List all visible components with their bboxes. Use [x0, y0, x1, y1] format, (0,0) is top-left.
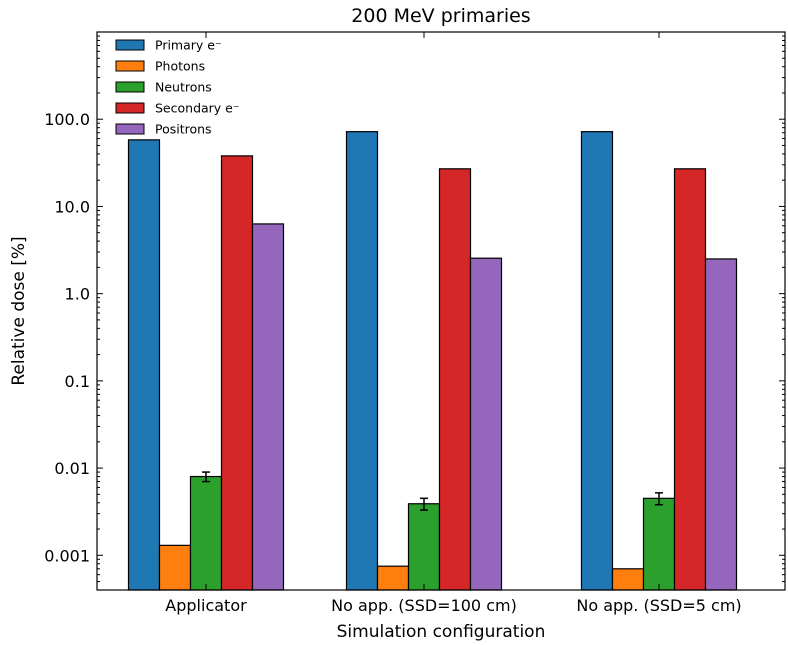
- y-tick-label: 10.0: [54, 197, 90, 216]
- bar-neutrons-3: [642, 497, 676, 591]
- bar-positrons-3: [704, 258, 738, 591]
- plot-frame: [96, 31, 786, 591]
- legend-swatch-neutrons: [115, 81, 145, 93]
- legend: Primary e⁻ Photons Neutrons Secondary e⁻ Pos…: [115, 38, 239, 137]
- y-tick-label: 0.01: [54, 459, 90, 478]
- legend-label-primary-e: Primary e⁻: [155, 38, 222, 53]
- legend-label-photons: Photons: [155, 59, 205, 74]
- x-category-label: Applicator: [165, 596, 247, 615]
- bars-layer: [127, 131, 738, 591]
- bar-primary-e-2: [345, 131, 379, 591]
- y-tick-label: 1.0: [65, 285, 90, 304]
- x-category-label: No app. (SSD=100 cm): [331, 596, 517, 615]
- bar-neutrons-1: [189, 475, 223, 591]
- y-axis-label: Relative dose [%]: [9, 236, 29, 385]
- x-category-label: No app. (SSD=5 cm): [576, 596, 741, 615]
- ticks-layer: 0.001 0.01 0.1 1.0 10.0 100.0 Applicator No app…: [44, 32, 785, 615]
- chart-title: 200 MeV primaries: [351, 5, 530, 27]
- bar-photons-1: [158, 544, 192, 591]
- bar-photons-2: [376, 565, 410, 591]
- bar-positrons-1: [251, 223, 285, 591]
- bar-photons-3: [611, 568, 645, 591]
- y-tick-label: 0.001: [44, 546, 90, 565]
- x-axis-label: Simulation configuration: [337, 622, 546, 642]
- bar-secondary-e-3: [673, 168, 707, 591]
- y-tick-label: 0.1: [65, 372, 90, 391]
- bar-secondary-e-1: [220, 155, 254, 591]
- legend-label-neutrons: Neutrons: [155, 80, 212, 95]
- legend-label-positrons: Positrons: [155, 122, 212, 137]
- y-tick-label: 100.0: [44, 110, 90, 129]
- legend-swatch-positrons: [115, 123, 145, 135]
- legend-swatch-secondary-e: [115, 102, 145, 114]
- bar-neutrons-2: [407, 503, 441, 591]
- bar-primary-e-3: [580, 131, 614, 591]
- bar-positrons-2: [469, 257, 503, 591]
- legend-swatch-photons: [115, 60, 145, 72]
- legend-swatch-primary-e: [115, 39, 145, 51]
- legend-label-secondary-e: Secondary e⁻: [155, 101, 239, 116]
- bar-secondary-e-2: [438, 168, 472, 591]
- bar-primary-e-1: [127, 139, 161, 591]
